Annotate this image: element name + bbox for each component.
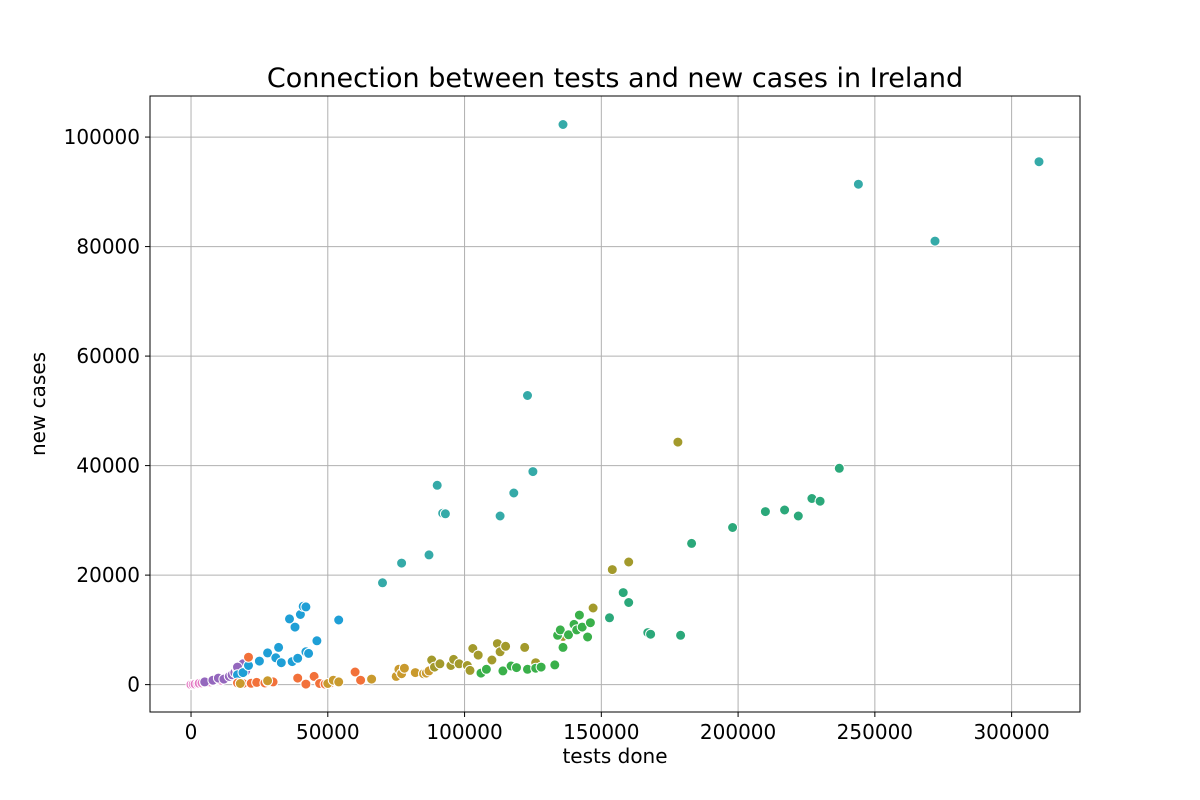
data-point	[584, 617, 596, 629]
data-point	[522, 390, 533, 401]
data-point	[300, 678, 312, 690]
data-point	[472, 649, 484, 661]
y-tick-label: 80000	[76, 235, 140, 259]
data-point	[686, 537, 698, 549]
data-point	[480, 663, 492, 675]
data-point	[623, 556, 635, 568]
data-point	[549, 659, 561, 671]
data-point	[234, 678, 246, 689]
data-point	[833, 462, 845, 474]
data-point	[292, 652, 304, 664]
data-point	[333, 676, 345, 688]
data-point	[377, 577, 388, 589]
x-tick-label: 100000	[426, 720, 502, 744]
data-point	[497, 665, 509, 677]
data-point	[617, 587, 629, 599]
data-point	[672, 436, 684, 448]
y-axis-label: new cases	[26, 352, 50, 456]
data-point	[852, 178, 864, 190]
data-point	[292, 672, 304, 684]
x-axis-label: tests done	[562, 744, 667, 768]
data-point	[557, 641, 569, 653]
data-point	[464, 664, 476, 676]
data-point	[792, 510, 804, 522]
data-point	[262, 675, 274, 687]
data-point	[779, 504, 791, 516]
data-point	[645, 628, 657, 640]
data-point	[423, 549, 435, 561]
data-point	[396, 557, 408, 569]
y-axis-ticks: 0 20000 40000 60000 80000 100000	[64, 125, 150, 697]
data-point	[814, 495, 826, 507]
data-point	[500, 640, 512, 652]
data-point	[431, 479, 443, 491]
plot-frame	[149, 95, 1081, 713]
scatter-series	[604, 462, 845, 641]
data-point	[434, 658, 446, 670]
data-point	[333, 614, 345, 626]
data-point	[563, 629, 574, 641]
data-point	[623, 597, 635, 608]
data-point	[929, 235, 941, 247]
data-point	[587, 602, 599, 614]
x-tick-label: 250000	[837, 720, 913, 744]
x-axis-ticks: 0 50000 100000 150000 200000 250000 300000	[185, 712, 1050, 744]
data-point	[606, 564, 618, 576]
data-point	[273, 641, 285, 653]
chart-title: Connection between tests and new cases i…	[267, 63, 963, 94]
data-point	[303, 647, 315, 659]
data-point	[511, 662, 522, 674]
data-point	[284, 613, 295, 625]
data-point	[349, 666, 361, 678]
data-point	[759, 506, 771, 518]
data-point	[519, 641, 531, 653]
data-point	[262, 647, 274, 659]
data-point	[508, 487, 520, 499]
data-point	[243, 651, 254, 663]
data-point	[1033, 156, 1045, 168]
data-point	[300, 601, 312, 613]
data-point	[398, 662, 410, 674]
scatter-series	[232, 600, 345, 681]
gridlines	[150, 96, 1080, 712]
data-point	[675, 629, 687, 641]
scatter-series	[475, 609, 596, 679]
data-point	[573, 609, 585, 621]
data-point	[486, 654, 498, 666]
data-point	[439, 508, 451, 520]
data-point	[494, 510, 506, 522]
x-tick-label: 200000	[700, 720, 776, 744]
scatter-series	[426, 436, 684, 676]
data-point	[604, 612, 615, 624]
data-point	[366, 673, 378, 685]
x-tick-label: 50000	[296, 720, 360, 744]
y-tick-label: 20000	[76, 563, 140, 587]
data-point	[355, 674, 367, 686]
data-point	[289, 621, 301, 633]
y-tick-label: 60000	[76, 344, 140, 368]
data-point	[311, 635, 323, 647]
data-points	[185, 119, 1045, 691]
x-tick-label: 0	[185, 720, 198, 744]
scatter-series	[377, 119, 1045, 589]
y-tick-label: 100000	[64, 125, 140, 149]
data-point	[527, 466, 539, 478]
x-tick-label: 150000	[563, 720, 639, 744]
data-point	[253, 655, 265, 667]
data-point	[727, 522, 739, 533]
y-tick-label: 40000	[76, 454, 140, 478]
data-point	[275, 657, 287, 669]
data-point	[554, 624, 566, 636]
x-tick-label: 300000	[973, 720, 1049, 744]
data-point	[557, 119, 569, 130]
y-tick-label: 0	[127, 673, 140, 697]
data-point	[582, 631, 594, 643]
data-point	[535, 661, 547, 673]
